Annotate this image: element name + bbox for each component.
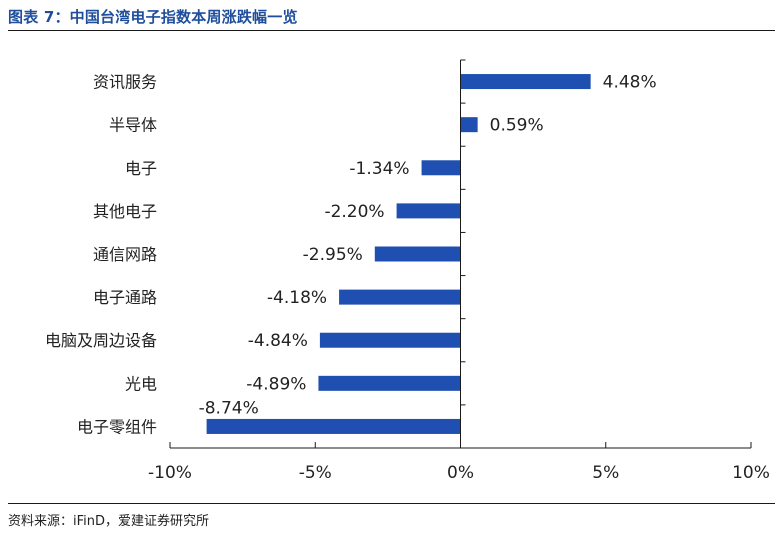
category-label-1: 资讯服务 — [93, 73, 157, 92]
x-tick-label-1: -10% — [148, 463, 192, 483]
value-label-6: -4.18% — [267, 288, 327, 308]
source-rule — [8, 503, 775, 504]
value-label-7: -4.84% — [248, 331, 308, 351]
bar-3 — [421, 160, 461, 176]
title-rule — [8, 30, 775, 31]
value-label-8: -4.89% — [246, 374, 306, 394]
x-tick-label-4: 5% — [592, 463, 619, 483]
value-label-5: -2.95% — [303, 245, 363, 265]
category-label-6: 电子通路 — [93, 288, 157, 307]
figure-title: 图表 7：中国台湾电子指数本周涨跌幅一览 — [8, 8, 298, 26]
category-label-4: 其他电子 — [93, 202, 157, 221]
bar-4 — [396, 203, 461, 219]
category-label-8: 光电 — [125, 374, 157, 393]
bar-7 — [319, 332, 461, 348]
category-label-2: 半导体 — [109, 116, 157, 135]
category-label-7: 电脑及周边设备 — [45, 331, 157, 350]
bar-2 — [460, 117, 478, 133]
x-tick-label-5: 10% — [732, 463, 770, 483]
value-label-9: -8.74% — [199, 398, 259, 418]
value-label-2: 0.59% — [490, 116, 544, 136]
value-label-1: 4.48% — [603, 73, 657, 93]
value-label-3: -1.34% — [349, 159, 409, 179]
bar-5 — [374, 246, 461, 262]
x-tick-label-3: 0% — [447, 463, 474, 483]
bar-6 — [339, 289, 461, 305]
bar-1 — [460, 74, 591, 90]
category-label-5: 通信网路 — [93, 245, 157, 264]
source-note: 资料来源：iFinD，爱建证券研究所 — [8, 514, 210, 529]
x-tick-label-2: -5% — [299, 463, 332, 483]
category-label-9: 电子零组件 — [77, 417, 157, 436]
bar-9 — [206, 418, 461, 434]
value-label-4: -2.20% — [324, 202, 384, 222]
category-label-3: 电子 — [125, 159, 157, 178]
bar-8 — [318, 375, 461, 391]
